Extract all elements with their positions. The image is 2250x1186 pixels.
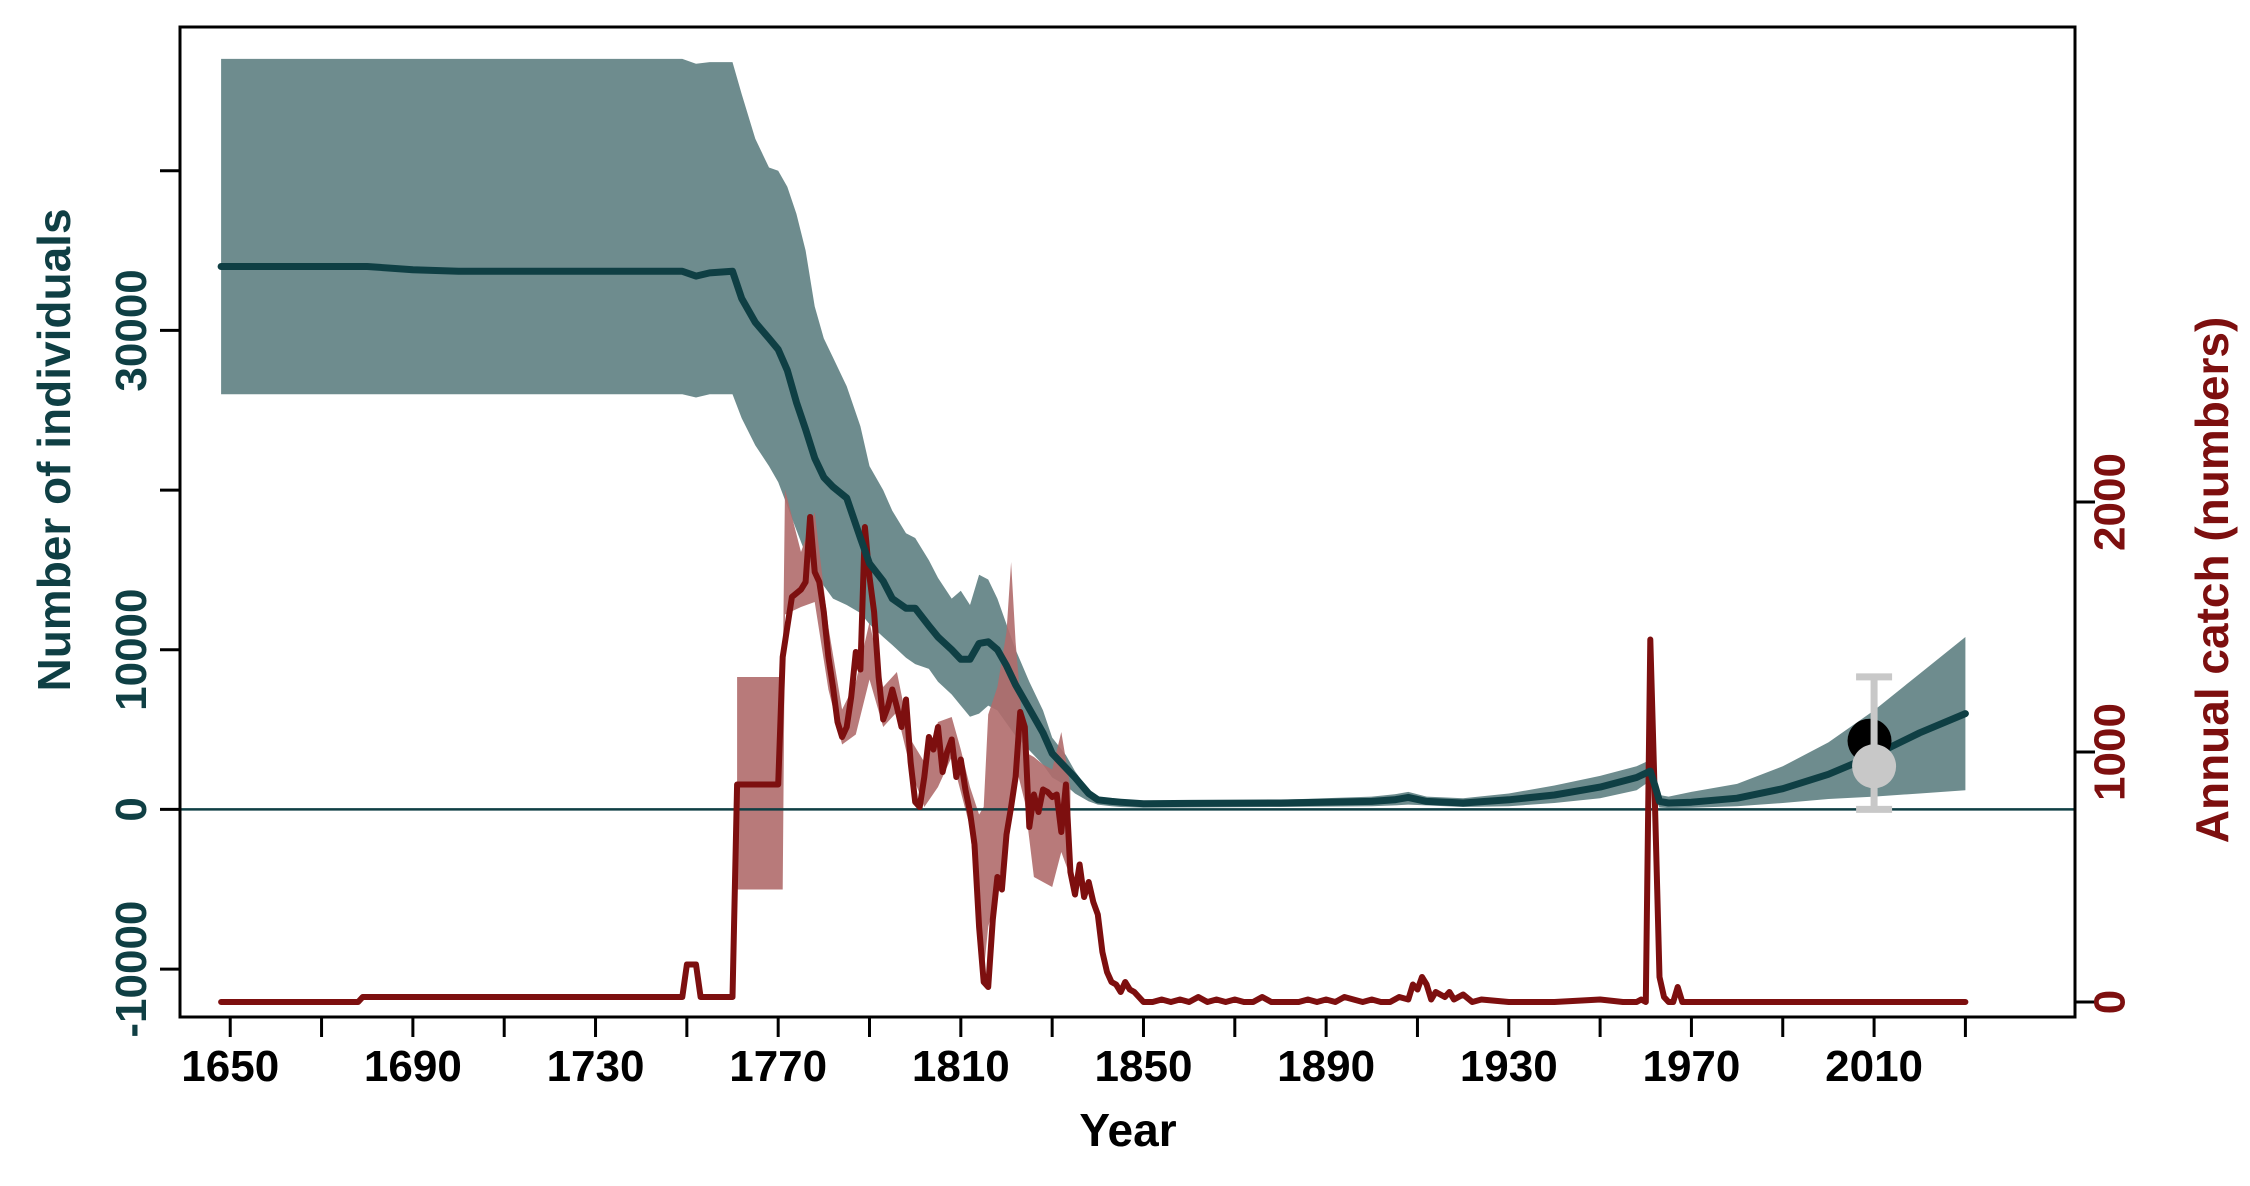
y-left-tick-label: -10000 — [107, 901, 156, 1038]
estimate-point-grey — [1852, 744, 1897, 789]
y-axis-left-label: Number of individuals — [28, 208, 80, 691]
x-tick-label: 1770 — [729, 1042, 827, 1091]
x-tick-label: 1850 — [1095, 1042, 1193, 1091]
estimate-layer — [1847, 673, 1897, 813]
catch-uncertainty-band — [737, 489, 1071, 972]
line-layer — [180, 263, 2075, 1005]
y-right-tick-label: 0 — [2086, 990, 2135, 1014]
x-tick-label: 1810 — [912, 1042, 1010, 1091]
y-left-tick-label: 10000 — [107, 589, 156, 711]
y-left-tick-label: 0 — [107, 797, 156, 821]
x-tick-label: 1730 — [547, 1042, 645, 1091]
axes-layer: 1650 1690 1730 1770 1810 1850 1890 1930 1970 2010… — [107, 169, 2135, 1091]
x-tick-label: 1690 — [364, 1042, 462, 1091]
x-tick-label: 1890 — [1277, 1042, 1375, 1091]
population-credible-band — [221, 58, 1966, 809]
plot-frame — [178, 25, 2077, 1019]
y-axis-right-label: Annual catch (numbers) — [2186, 317, 2238, 844]
x-tick-label: 1650 — [181, 1042, 279, 1091]
y-right-tick-label: 2000 — [2086, 453, 2135, 551]
band-layer — [221, 58, 1966, 972]
population-mean-line — [217, 263, 1969, 808]
x-tick-label: 1970 — [1642, 1042, 1740, 1091]
y-left-tick-label: 30000 — [107, 269, 156, 391]
y-right-tick-label: 1000 — [2086, 703, 2135, 801]
x-tick-label: 2010 — [1825, 1042, 1923, 1091]
annual-catch-line — [218, 514, 1969, 1005]
x-tick-label: 1930 — [1460, 1042, 1558, 1091]
x-axis-label: Year — [1079, 1104, 1176, 1156]
